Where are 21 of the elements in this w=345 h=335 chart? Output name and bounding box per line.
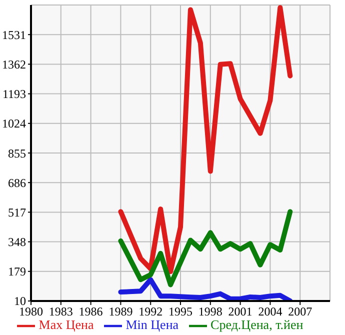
x-tick-label: 1992 xyxy=(138,304,163,319)
y-tick-label: 1362 xyxy=(2,57,26,72)
x-tick-label: 2004 xyxy=(258,304,282,319)
x-tick-label: 1983 xyxy=(48,304,73,319)
legend-label: Min Цена xyxy=(126,316,179,332)
x-tick-label: 1986 xyxy=(78,304,103,319)
x-tick-label: 1998 xyxy=(198,304,222,319)
y-tick-label: 1193 xyxy=(2,87,26,102)
x-tick-label: 1995 xyxy=(168,304,192,319)
legend-label: Сред.Цена, т.йен xyxy=(210,316,304,332)
legend-label: Max Цена xyxy=(38,316,94,332)
x-tick-label: 2001 xyxy=(228,304,252,319)
y-tick-label: 348 xyxy=(8,235,26,250)
x-tick-label: 2007 xyxy=(288,304,312,319)
y-tick-label: 855 xyxy=(8,146,26,160)
y-tick-label: 517 xyxy=(8,205,26,220)
y-tick-label: 1531 xyxy=(2,28,26,42)
y-tick-label: 1024 xyxy=(2,116,26,131)
y-tick-label: 686 xyxy=(8,176,26,190)
y-tick-label: 179 xyxy=(8,264,26,279)
x-tick-label: 1989 xyxy=(108,304,133,319)
